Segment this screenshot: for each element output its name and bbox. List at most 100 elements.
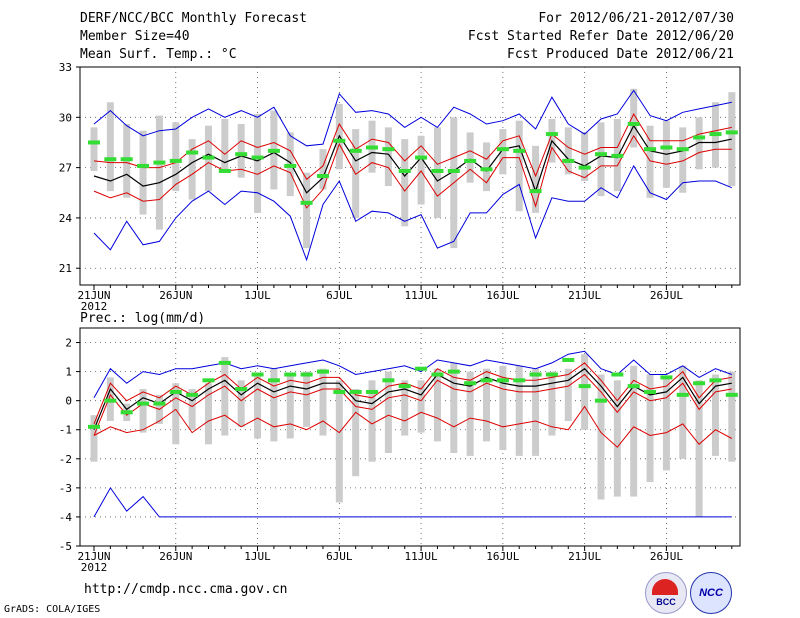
prec-median-mark <box>725 392 738 397</box>
temp-year-label: 2012 <box>81 300 108 313</box>
prec-spread-box <box>450 362 458 453</box>
prec-median-mark <box>594 398 607 403</box>
temp-spread-box <box>515 120 523 212</box>
prec-median-mark <box>513 378 526 383</box>
prec-max-line <box>93 350 732 399</box>
prec-median-mark <box>316 369 329 374</box>
temp-spread-box <box>172 122 180 192</box>
prec-spread-box <box>466 371 474 456</box>
prec-median-mark <box>251 372 264 377</box>
temp-xtick-label: 21JUL <box>568 289 601 302</box>
prec-median-mark <box>137 401 150 406</box>
prec-median-mark <box>709 378 722 383</box>
prec-median-mark <box>153 401 166 406</box>
temp-median-mark <box>464 158 477 163</box>
prec-median-mark <box>676 392 689 397</box>
temp-spread-box <box>106 102 114 192</box>
prec-median-mark <box>562 357 575 362</box>
prec-median-mark <box>349 389 362 394</box>
temp-mean-line <box>93 124 732 194</box>
prec-median-mark <box>529 372 542 377</box>
temp-median-mark <box>709 132 722 137</box>
prec-median-mark <box>496 378 509 383</box>
prec-median-mark <box>693 381 706 386</box>
prec-xtick-label: 1JUL <box>244 550 271 563</box>
prec-median-mark <box>578 384 591 389</box>
temp-ytick-label: 33 <box>59 61 72 74</box>
prec-spread-box <box>728 371 736 462</box>
prec-median-mark <box>169 389 182 394</box>
prec-spread-box <box>90 415 98 462</box>
prec-spread-box <box>695 380 703 517</box>
bcc-logo: BCC <box>645 572 687 614</box>
temp-spread-box <box>303 172 311 249</box>
temp-panel: 21 24 27 30 33 21JUN 26JUN 1JUL 6JUL 11JUL 16JUL 21… <box>59 61 741 313</box>
prec-year-label: 2012 <box>81 561 108 574</box>
temp-median-mark <box>235 152 248 157</box>
prec-median-mark <box>611 372 624 377</box>
temp-spread-box <box>532 145 540 213</box>
temp-xtick-label: 6JUL <box>326 289 353 302</box>
temp-median-mark <box>333 138 346 143</box>
temp-spread-box <box>90 127 98 171</box>
temp-median-mark <box>496 147 509 152</box>
prec-spread-box <box>237 380 245 427</box>
prec-spread-box <box>303 371 311 427</box>
prec-median-mark <box>104 398 117 403</box>
temp-spread-box <box>155 115 163 230</box>
prec-median-mark <box>333 389 346 394</box>
prec-median-mark <box>545 372 558 377</box>
prec-spread-box <box>499 365 507 451</box>
prec-spread-box <box>483 368 491 442</box>
prec-frame <box>79 327 741 547</box>
prec-spread-box <box>401 380 409 436</box>
temp-xtick-label: 1JUL <box>244 289 271 302</box>
temp-spread-box <box>384 127 392 187</box>
source-url[interactable]: http://cmdp.ncc.cma.gov.cn <box>84 582 288 597</box>
temp-median-mark <box>104 157 117 162</box>
prec-panel: -5 -4 -3 -2 -1 0 1 2 21JUN 26JUN 1JUL 6JUL 11JUL 16JU… <box>59 327 741 574</box>
temp-spread-box <box>695 117 703 170</box>
ncc-logo: NCC <box>690 572 732 614</box>
temp-median-mark <box>349 148 362 153</box>
prec-ytick-label: -4 <box>59 511 73 524</box>
ncc-logo-text: NCC <box>699 587 723 599</box>
temp-median-mark <box>137 163 150 168</box>
temp-median-mark <box>660 145 673 150</box>
prec-spread-box <box>204 383 212 445</box>
prec-median-mark <box>447 369 460 374</box>
prec-spread-box <box>384 371 392 453</box>
prec-median-mark <box>88 424 100 429</box>
temp-median-mark <box>251 155 264 160</box>
temp-median-mark <box>267 148 280 153</box>
prec-ytick-label: -1 <box>59 424 72 437</box>
prec-xtick-label: 16JUL <box>486 550 519 563</box>
temp-median-mark <box>513 148 526 153</box>
prec-spread-box <box>352 389 360 477</box>
temp-spread-box <box>139 130 147 215</box>
temp-ytick-label: 24 <box>59 212 73 225</box>
forecast-started-date: Fcst Started Refer Date 2012/06/20 <box>467 29 734 44</box>
temp-median-mark <box>382 147 395 152</box>
prec-ytick-label: -3 <box>59 482 72 495</box>
temp-median-mark <box>725 130 738 135</box>
prec-spread-box <box>335 380 343 503</box>
temp-median-mark <box>120 157 133 162</box>
prec-spread-box <box>254 374 262 439</box>
prec-spread-box <box>646 374 654 483</box>
prec-upper_red-line <box>93 405 733 448</box>
temp-median-mark <box>300 200 313 205</box>
prec-ytick-label: 2 <box>65 337 72 350</box>
prec-spread-box <box>270 368 278 442</box>
bcc-logo-emblem <box>652 579 678 595</box>
prec-median-mark <box>382 378 395 383</box>
prec-xtick-label: 21JUN <box>77 550 110 563</box>
prec-spread-box <box>581 354 589 430</box>
temp-spread-box <box>466 132 474 183</box>
temp-spread-box <box>630 88 638 148</box>
prec-mean-line <box>93 367 732 430</box>
prec-median-mark <box>284 372 297 377</box>
temp-median-mark <box>627 122 640 127</box>
temp-median-mark <box>186 150 199 155</box>
temp-median-mark <box>693 135 706 140</box>
